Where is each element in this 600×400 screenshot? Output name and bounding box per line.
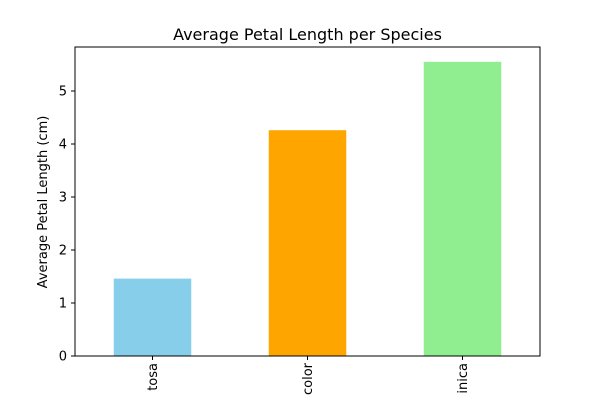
- y-tick-label-5: 5: [59, 84, 67, 99]
- bars-group: [113, 61, 502, 357]
- x-tick-label-virginica: inica: [456, 363, 471, 394]
- plot-frame: [74, 46, 541, 357]
- bar-setosa: [113, 278, 192, 356]
- bar-versicolor: [268, 130, 347, 356]
- y-tick-label-4: 4: [59, 137, 67, 152]
- x-tick-label-versicolor: color: [301, 362, 316, 395]
- chart-title: Average Petal Length per Species: [173, 25, 442, 44]
- y-axis-label: Average Petal Length (cm): [36, 116, 51, 289]
- x-axis-ticks: tosa color inica: [146, 356, 471, 395]
- bar-virginica: [423, 61, 502, 357]
- y-tick-label-3: 3: [59, 190, 67, 205]
- y-tick-label-1: 1: [59, 296, 67, 311]
- y-axis-ticks: 0 1 2 3 4 5: [59, 84, 75, 365]
- x-tick-label-setosa: tosa: [146, 363, 161, 391]
- y-tick-label-0: 0: [59, 350, 67, 365]
- y-tick-label-2: 2: [59, 243, 67, 258]
